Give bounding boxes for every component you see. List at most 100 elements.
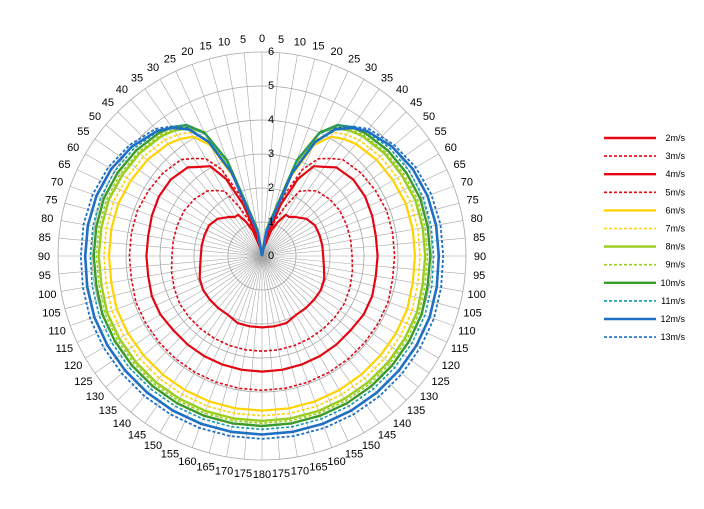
series-group [79,123,445,440]
grid-spoke [58,255,263,275]
angle-tick-label: 45 [410,97,422,109]
legend-label: 2m/s [665,133,685,143]
angle-tick-label: 100 [468,289,486,301]
angle-tick-label: 15 [312,40,324,52]
grid-spoke [94,138,263,257]
angle-tick-label: 25 [164,53,176,65]
grid-spoke [117,111,263,257]
series-line-13m-per-s [79,125,445,440]
radial-tick-label: 2 [268,182,274,194]
angle-tick-label: 175 [272,468,290,480]
angle-tick-label: 150 [362,440,380,452]
grid-spoke [261,185,454,257]
angle-tick-label: 30 [365,62,377,74]
series-line-3m-per-s [170,189,354,352]
radial-tick-label: 4 [268,114,274,126]
grid-spoke [261,202,460,257]
angle-tick-label: 0 [259,33,265,45]
legend-label: 10m/s [660,278,685,288]
angle-tick-label: 120 [442,360,460,372]
legend-label: 8m/s [665,242,685,252]
angle-tick-label: 175 [234,468,252,480]
series-line-2m-per-s [198,213,326,329]
angle-tick-label: 50 [89,111,101,123]
angle-tick-label: 155 [161,449,179,461]
angle-tick-label: 160 [178,456,196,468]
angle-tick-label: 100 [38,289,56,301]
angle-tick-label: 10 [218,36,230,48]
angle-tick-label: 5 [278,34,284,46]
grid-spoke [261,99,394,257]
angle-tick-label: 20 [330,46,342,58]
angle-tick-label: 20 [181,46,193,58]
grid-spoke [85,153,263,257]
angle-tick-label: 15 [199,40,211,52]
angle-tick-label: 95 [473,270,485,282]
angle-tick-label: 35 [131,72,143,84]
legend-label: 12m/s [660,314,685,324]
angle-tick-label: 170 [215,466,233,478]
series-line-9m-per-s [95,125,429,425]
series-line-5m-per-s [128,157,396,392]
angle-tick-label: 120 [64,360,82,372]
grid-spoke [175,70,263,257]
angle-tick-label: 10 [294,36,306,48]
series-line-7m-per-s [103,131,421,417]
angle-tick-label: 65 [453,159,465,171]
angle-tick-label: 125 [431,376,449,388]
angle-tick-label: 40 [116,84,128,96]
grid-spoke [261,111,407,257]
angle-tick-label: 85 [39,232,51,244]
legend-label: 7m/s [665,224,685,234]
grid-spoke [261,88,380,257]
angle-tick-label: 80 [41,213,53,225]
series-line-8m-per-s [97,126,427,423]
angle-tick-label: 90 [38,251,50,263]
grid-spoke [61,255,263,292]
angle-tick-label: 50 [423,111,435,123]
angle-tick-label: 85 [473,232,485,244]
grid-spoke [261,55,298,257]
grid-spoke [64,202,263,257]
series-line-11m-per-s [89,124,435,431]
angle-tick-label: 165 [309,462,327,474]
angle-tick-label: 75 [466,195,478,207]
angle-tick-label: 25 [348,53,360,65]
angle-tick-label: 115 [451,343,469,355]
angle-tick-label: 115 [56,343,74,355]
series-line-6m-per-s [107,135,417,412]
legend-label: 6m/s [665,205,685,215]
angle-tick-label: 40 [396,84,408,96]
angle-tick-label: 105 [42,307,60,319]
grid-spoke [226,55,263,257]
radial-tick-label: 6 [268,46,274,58]
radial-tick-label: 3 [268,148,274,160]
angle-tick-label: 30 [147,62,159,74]
grid-spoke [58,237,263,257]
grid-spoke [76,169,263,257]
legend-label: 11m/s [661,296,685,306]
angle-tick-label: 150 [144,440,162,452]
grid-spoke [261,70,349,257]
angle-tick-label: 60 [445,142,457,154]
legend-label: 13m/s [660,332,685,342]
angle-tick-label: 180 [253,469,271,481]
angle-tick-label: 155 [345,449,363,461]
grid-spoke [261,52,281,257]
angle-tick-label: 170 [291,466,309,478]
legend-label: 9m/s [665,260,685,270]
angle-tick-label: 130 [86,391,104,403]
grid-spoke [130,99,263,257]
grid-spoke [261,255,463,292]
series-line-12m-per-s [83,126,441,436]
angle-tick-label: 130 [420,391,438,403]
grid-spoke [261,237,466,257]
angle-tick-label: 140 [393,418,411,430]
angle-tick-label: 105 [463,307,481,319]
angle-tick-label: 110 [458,326,476,338]
angle-tick-label: 110 [48,326,66,338]
angle-tick-label: 135 [99,405,117,417]
grid-spoke [144,88,263,257]
